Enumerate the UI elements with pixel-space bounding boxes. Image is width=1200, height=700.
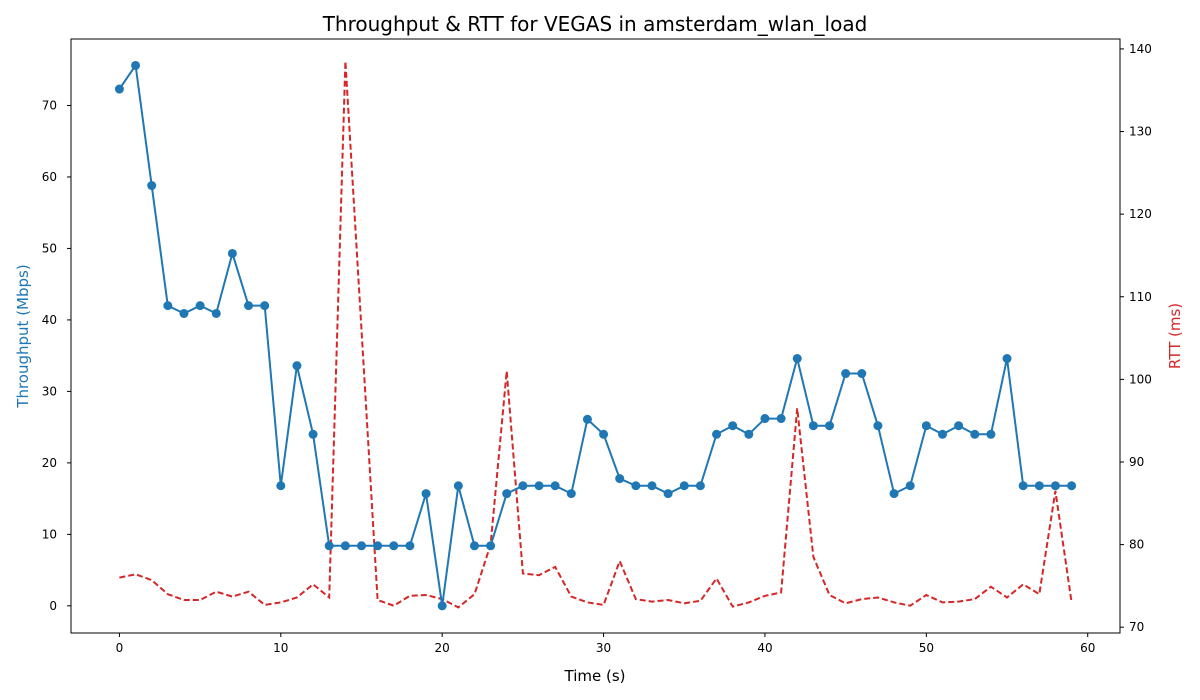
throughput-series-line xyxy=(118,62,1072,606)
x-tick-label: 20 xyxy=(435,641,450,655)
throughput-point xyxy=(421,489,431,499)
y-right-tick-label: 110 xyxy=(1129,290,1152,304)
throughput-point xyxy=(776,414,786,424)
x-axis-label: Time (s) xyxy=(564,667,626,685)
throughput-point xyxy=(792,354,802,364)
throughput-point xyxy=(131,60,141,70)
throughput-point xyxy=(679,481,689,491)
y-right-tick-label: 80 xyxy=(1129,538,1144,552)
throughput-point xyxy=(502,489,512,499)
throughput-point xyxy=(405,541,415,551)
throughput-point xyxy=(986,429,996,439)
throughput-point xyxy=(582,414,592,424)
y-left-tick-label: 50 xyxy=(42,241,57,255)
throughput-point xyxy=(1067,481,1077,491)
x-tick-label: 0 xyxy=(116,641,124,655)
throughput-point xyxy=(147,181,157,191)
throughput-point xyxy=(744,429,754,439)
y-left-axis-ticks: 0 10 20 30 40 50 60 70 xyxy=(42,98,71,613)
throughput-point xyxy=(647,481,657,491)
y-right-axis-label: RTT (ms) xyxy=(1166,303,1184,369)
throughput-point xyxy=(1018,481,1028,491)
x-tick-label: 30 xyxy=(596,641,611,655)
y-left-tick-label: 60 xyxy=(42,170,57,184)
throughput-point xyxy=(244,301,254,311)
y-left-tick-label: 30 xyxy=(42,384,57,398)
throughput-point xyxy=(260,301,270,311)
throughput-point xyxy=(486,541,496,551)
throughput-point xyxy=(550,481,560,491)
y-left-tick-label: 10 xyxy=(42,527,57,541)
y-right-axis-ticks: 70 80 90 100 110 120 130 140 xyxy=(1120,42,1152,634)
throughput-point xyxy=(356,541,366,551)
y-right-tick-label: 120 xyxy=(1129,207,1152,221)
throughput-point xyxy=(889,489,899,499)
throughput-series-points xyxy=(114,60,1077,611)
throughput-point xyxy=(227,248,237,258)
throughput-point xyxy=(728,421,738,431)
throughput-point xyxy=(534,481,544,491)
throughput-point xyxy=(712,429,722,439)
throughput-point xyxy=(437,601,447,611)
throughput-point xyxy=(163,301,173,311)
throughput-point xyxy=(873,421,883,431)
throughput-point xyxy=(373,541,383,551)
throughput-point xyxy=(292,361,302,371)
x-tick-label: 40 xyxy=(757,641,772,655)
throughput-point xyxy=(905,481,915,491)
y-right-tick-label: 90 xyxy=(1129,455,1144,469)
throughput-point xyxy=(808,421,818,431)
throughput-point xyxy=(195,301,205,311)
throughput-point xyxy=(453,481,463,491)
throughput-point xyxy=(308,429,318,439)
x-tick-label: 10 xyxy=(273,641,288,655)
throughput-point xyxy=(631,481,641,491)
y-right-tick-label: 100 xyxy=(1129,372,1152,386)
y-left-tick-label: 40 xyxy=(42,313,57,327)
x-tick-label: 60 xyxy=(1080,641,1095,655)
y-left-tick-label: 20 xyxy=(42,456,57,470)
throughput-point xyxy=(599,429,609,439)
throughput-point xyxy=(825,421,835,431)
rtt-series-line xyxy=(119,61,1073,609)
throughput-point xyxy=(114,84,124,94)
throughput-point xyxy=(841,369,851,379)
y-right-tick-label: 140 xyxy=(1129,42,1152,56)
throughput-point xyxy=(663,489,673,499)
throughput-point xyxy=(970,429,980,439)
throughput-point xyxy=(937,429,947,439)
x-tick-label: 50 xyxy=(919,641,934,655)
throughput-point xyxy=(179,308,189,318)
throughput-point xyxy=(615,474,625,484)
throughput-point xyxy=(1034,481,1044,491)
throughput-point xyxy=(566,489,576,499)
throughput-point xyxy=(469,541,479,551)
plot-area-frame xyxy=(70,38,1121,634)
throughput-point xyxy=(389,541,399,551)
throughput-point xyxy=(695,481,705,491)
throughput-point xyxy=(1002,354,1012,364)
y-right-tick-label: 130 xyxy=(1129,125,1152,139)
y-right-tick-label: 70 xyxy=(1129,620,1144,634)
y-left-tick-label: 70 xyxy=(42,98,57,112)
y-left-axis-label: Throughput (Mbps) xyxy=(14,264,32,408)
throughput-point xyxy=(954,421,964,431)
throughput-point xyxy=(324,541,334,551)
x-axis-ticks: 0 10 20 30 40 50 60 xyxy=(116,633,1095,655)
y-left-tick-label: 0 xyxy=(49,599,57,613)
throughput-point xyxy=(760,414,770,424)
throughput-point xyxy=(211,308,221,318)
throughput-point xyxy=(276,481,286,491)
throughput-point xyxy=(1050,481,1060,491)
throughput-point xyxy=(518,481,528,491)
throughput-point xyxy=(857,369,867,379)
throughput-point xyxy=(340,541,350,551)
chart-title: Throughput & RTT for VEGAS in amsterdam_… xyxy=(322,12,868,36)
throughput-point xyxy=(921,421,931,431)
